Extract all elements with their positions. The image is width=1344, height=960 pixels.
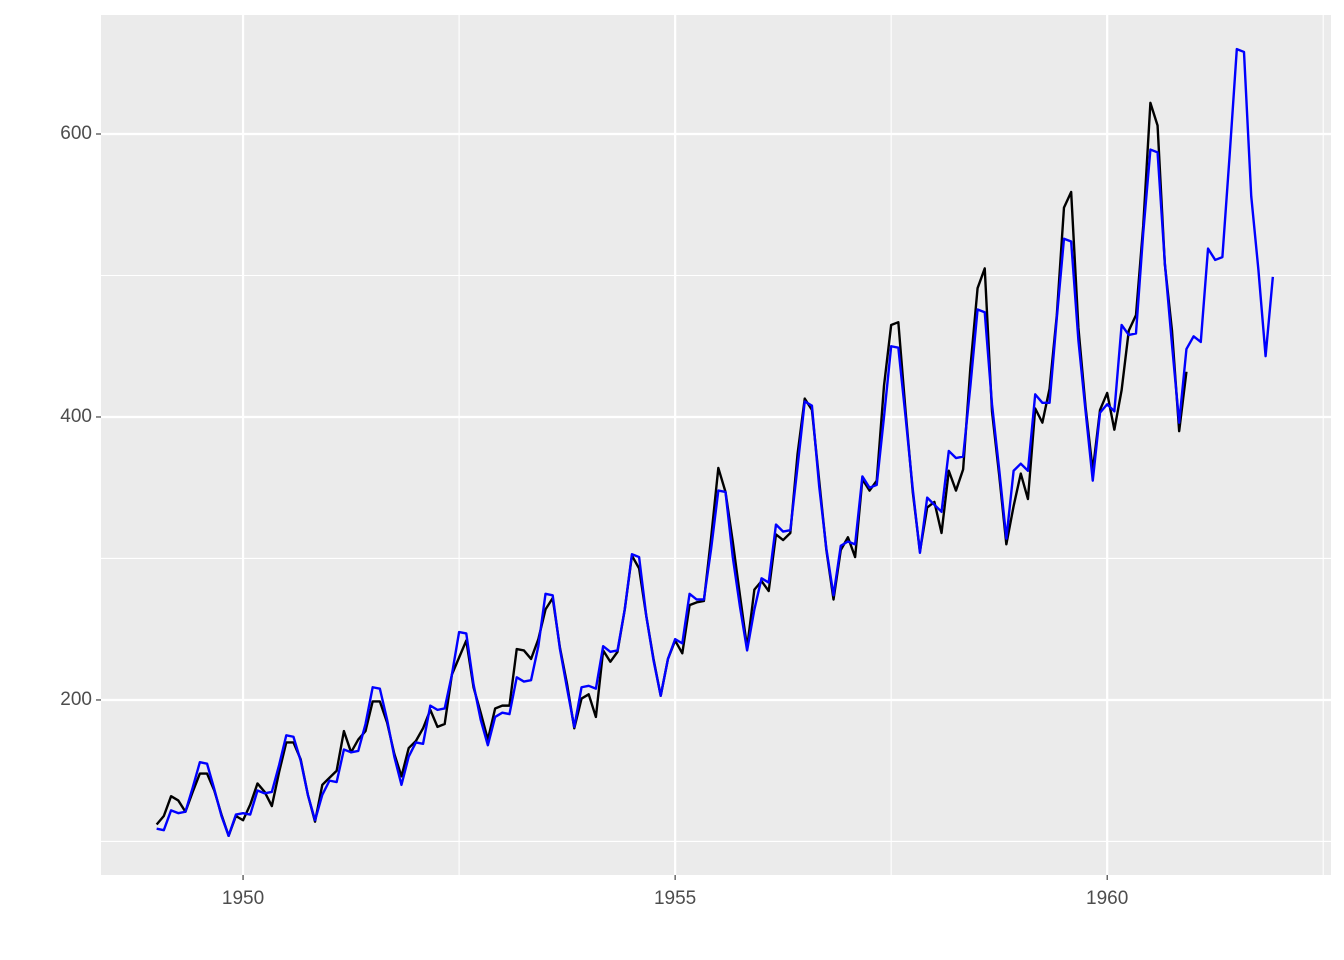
plot-background: [101, 15, 1331, 875]
y-tick-label: 200: [60, 689, 92, 710]
series-line: [156, 47, 1275, 838]
y-tick-label: 600: [60, 123, 92, 144]
x-tick-label: 1950: [222, 888, 264, 909]
y-tick-label: 400: [60, 406, 92, 427]
x-tick-label: 1955: [654, 888, 696, 909]
x-tick-label: 1960: [1086, 888, 1128, 909]
